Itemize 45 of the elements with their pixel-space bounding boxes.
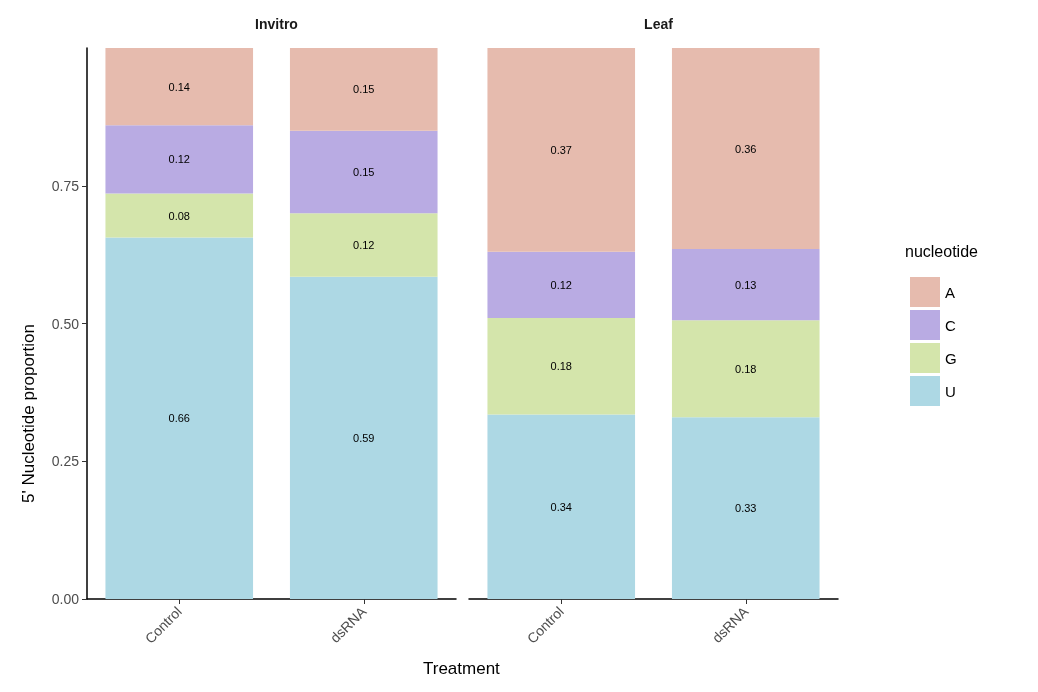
bar xyxy=(671,417,820,599)
bar xyxy=(487,414,636,599)
chart-title: Leaf xyxy=(644,16,674,32)
legend-label: G xyxy=(945,349,957,367)
legend-title: nucleotide xyxy=(905,242,979,260)
data-label: 0.59 xyxy=(353,431,375,444)
data-label: 0.37 xyxy=(550,143,572,156)
chart-title: Invitro xyxy=(255,16,298,32)
bar xyxy=(289,130,438,214)
data-label: 0.12 xyxy=(353,238,375,251)
bar xyxy=(105,125,254,194)
data-label: 0.18 xyxy=(550,360,572,373)
data-label: 0.36 xyxy=(735,142,757,155)
bar xyxy=(671,249,820,321)
y-tick-label: 0.50 xyxy=(51,315,80,332)
data-label: 0.33 xyxy=(735,502,757,515)
legend-label: U xyxy=(945,382,956,400)
bar xyxy=(289,48,438,131)
data-label: 0.15 xyxy=(353,165,375,178)
bar xyxy=(487,251,636,318)
data-label: 0.14 xyxy=(168,80,190,93)
data-label: 0.12 xyxy=(550,278,572,291)
y-tick-label: 0.25 xyxy=(51,453,80,470)
bar xyxy=(105,193,254,238)
bar xyxy=(487,317,636,415)
data-label: 0.08 xyxy=(168,209,190,222)
bar xyxy=(105,237,254,599)
bar xyxy=(671,48,820,250)
bar xyxy=(105,48,254,126)
bar xyxy=(487,48,636,252)
data-label: 0.13 xyxy=(735,278,757,291)
y-tick-label: 0.00 xyxy=(51,591,80,607)
x-axis-title: Treatment xyxy=(423,659,501,678)
data-label: 0.12 xyxy=(168,153,190,166)
data-label: 0.15 xyxy=(353,83,375,96)
bar xyxy=(671,320,820,418)
y-tick-label: 0.75 xyxy=(51,177,80,194)
y-axis-title: 5' Nucleotide proportion xyxy=(19,323,38,504)
bar xyxy=(289,213,438,277)
legend-label: A xyxy=(945,283,956,301)
data-label: 0.66 xyxy=(168,412,190,425)
data-label: 0.34 xyxy=(550,500,572,513)
legend-label: C xyxy=(945,316,956,334)
data-label: 0.18 xyxy=(735,362,757,375)
bar xyxy=(289,276,438,599)
